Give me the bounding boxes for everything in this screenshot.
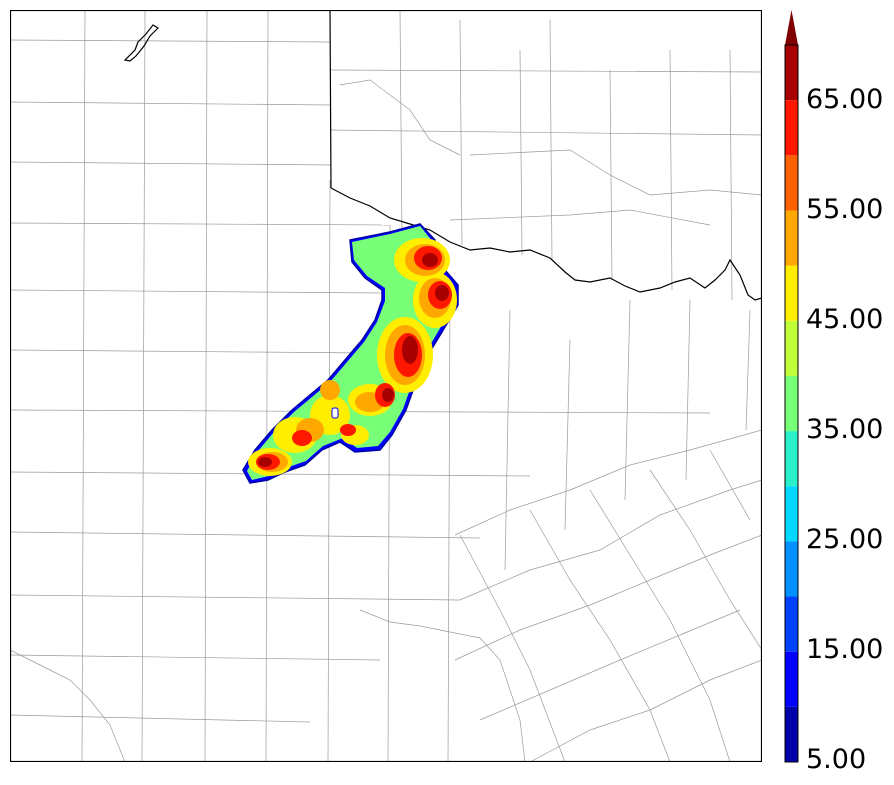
colorbar-bin-40-45 [785, 320, 798, 376]
colorbar-label-45: 45.00 [806, 304, 884, 335]
storm-cores-70dbz [258, 253, 449, 467]
colorbar-frame [784, 44, 799, 763]
colorbar-bin-15-20 [785, 596, 798, 652]
lake [123, 24, 159, 62]
colorbar-bins [785, 45, 798, 762]
storm-gap [331, 407, 339, 419]
colorbar-bin-20-25 [785, 541, 798, 597]
colorbar-extend-arrow [785, 10, 798, 45]
colorbar-bin-65-70 [785, 45, 798, 101]
colorbar-bin-25-30 [785, 486, 798, 542]
colorbar-bin-5-10 [785, 706, 798, 762]
colorbar-label-25: 25.00 [806, 524, 884, 555]
storm-body-35dbz [247, 226, 454, 480]
colorbar-bin-50-55 [785, 210, 798, 266]
colorbar-bin-60-65 [785, 100, 798, 156]
colorbar-bin-35-40 [785, 375, 798, 432]
county-boundaries [10, 10, 762, 762]
colorbar-bin-55-60 [785, 155, 798, 211]
colorbar-label-5: 5.00 [806, 744, 867, 775]
reflectivity-map [10, 10, 762, 762]
colorbar-label-55: 55.00 [806, 194, 884, 225]
reflectivity-field [242, 223, 459, 484]
colorbar-label-15: 15.00 [806, 634, 884, 665]
colorbar-label-65: 65.00 [806, 84, 884, 115]
colorbar-bin-45-50 [785, 265, 798, 321]
colorbar-bin-30-35 [785, 431, 798, 487]
colorbar-bin-10-15 [785, 651, 798, 707]
map-frame [10, 10, 762, 762]
texas-panhandle-east-border [329, 10, 332, 189]
colorbar-label-35: 35.00 [806, 414, 884, 445]
colorbar [784, 10, 799, 763]
